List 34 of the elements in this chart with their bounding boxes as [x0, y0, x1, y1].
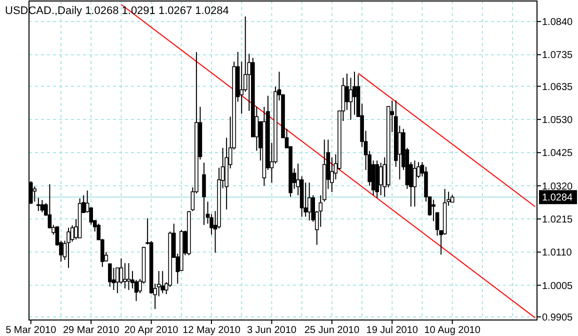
y-tick-label: 1.0425: [542, 148, 574, 160]
x-tick-label: 20 Apr 2010: [124, 325, 179, 336]
candlestick: [36, 197, 40, 212]
candlestick: [307, 182, 312, 222]
x-tick-label: 29 Mar 2010: [63, 325, 120, 336]
y-tick-label: 1.0215: [542, 214, 574, 226]
y-tick-label: 1.0735: [542, 50, 574, 62]
y-tick-label: 1.0840: [542, 17, 574, 28]
x-tick-label: 25 Jun 2010: [304, 325, 360, 336]
candlestick: [378, 162, 383, 196]
candlestick: [412, 160, 417, 208]
candlestick: [66, 227, 70, 268]
y-tick-label: 1.0320: [542, 181, 574, 192]
candlestick: [202, 162, 206, 226]
y-tick-label: 1.0005: [542, 280, 574, 292]
candlestick: [119, 258, 124, 284]
candlestick: [108, 263, 112, 288]
candlestick: [112, 267, 116, 290]
candlestick: [160, 270, 164, 294]
x-tick-label: 3 Jun 2010: [246, 325, 297, 336]
y-tick-label: 1.0530: [542, 114, 574, 126]
candlestick: [126, 262, 131, 290]
x-tick-label: 10 Aug 2010: [424, 325, 481, 336]
candlestick: [32, 186, 37, 202]
y-tick-label: 0.9905: [542, 312, 574, 324]
y-tick-label: 1.0635: [542, 82, 574, 93]
candlestick: [40, 199, 44, 213]
x-tick-label: 12 May 2010: [182, 325, 241, 336]
candlestick: [116, 267, 120, 294]
y-tick-label: 1.0110: [542, 248, 572, 259]
ref-line-label: 1.0284: [542, 192, 574, 204]
x-tick-label: 5 Mar 2010: [6, 325, 57, 336]
x-tick-label: 19 Jul 2010: [366, 325, 418, 336]
candlestick: [123, 262, 127, 289]
